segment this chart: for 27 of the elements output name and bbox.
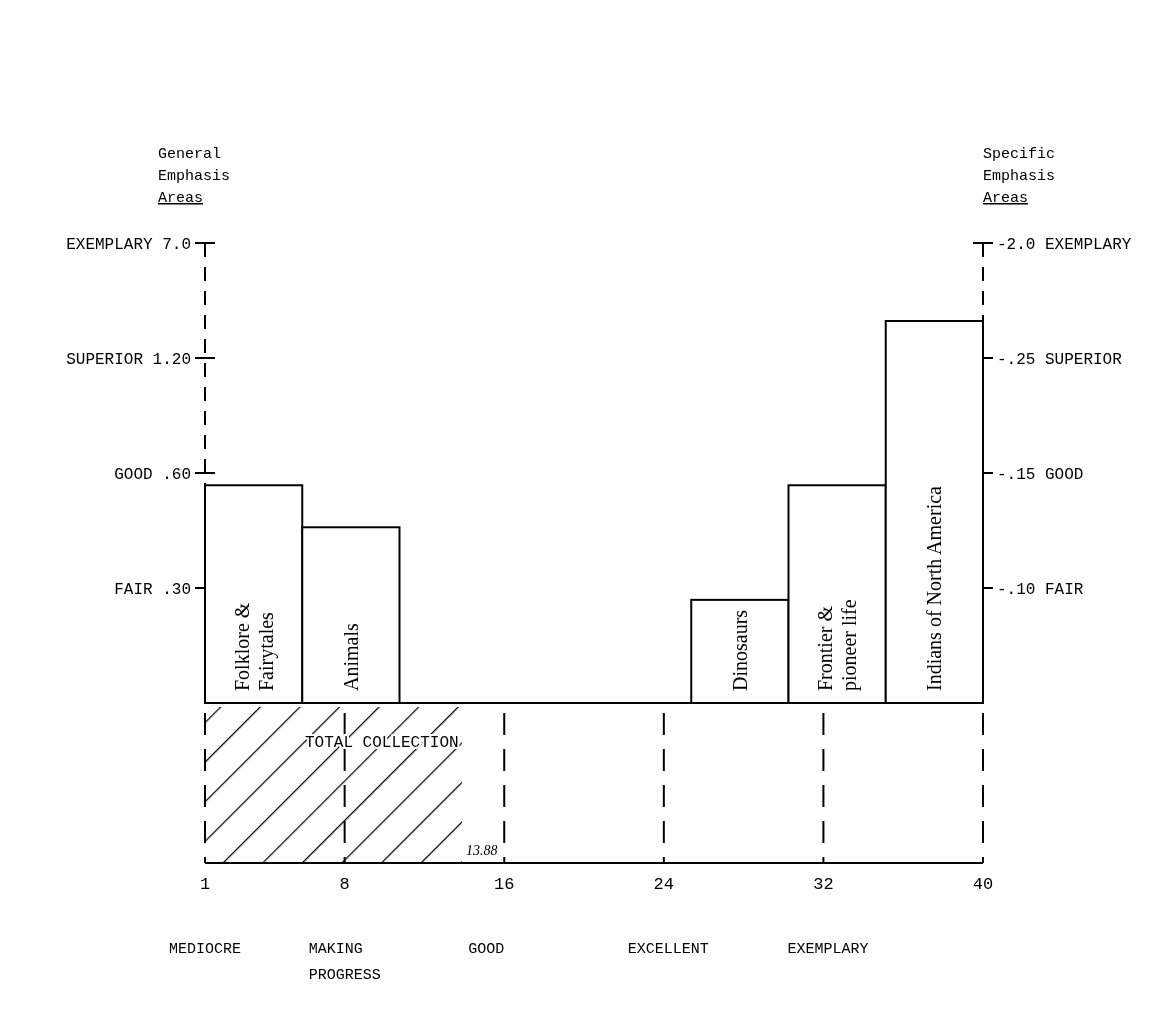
text: EXEMPLARY xyxy=(787,941,869,958)
text: -2.0 EXEMPLARY xyxy=(997,235,1132,254)
x-tick-label: 24 xyxy=(653,875,675,894)
x-tick-label: Folklore & Fairytales xyxy=(230,602,278,691)
text: -.25 SUPERIOR xyxy=(997,350,1123,369)
text: GOOD .60 xyxy=(114,465,191,484)
x-tick-label: Indians of North America xyxy=(923,485,946,691)
x-tick-label: 1 xyxy=(199,875,211,894)
text: MEDIOCRE xyxy=(169,941,242,958)
text: EXCELLENT xyxy=(627,941,709,958)
text: SUPERIOR 1.20 xyxy=(66,350,191,369)
text: EXEMPLARY 7.0 xyxy=(66,235,191,254)
x-tick-label: 16 xyxy=(494,875,515,894)
text: -.15 GOOD xyxy=(997,465,1084,484)
x-tick-label: Dinosaurs xyxy=(728,609,751,691)
text: GOOD xyxy=(468,941,505,958)
text: MAKING PROGRESS xyxy=(308,941,381,984)
text: FAIR .30 xyxy=(114,580,191,599)
y2-axis-title: Specific Emphasis Areas xyxy=(983,146,1056,207)
x-tick-label: Animals xyxy=(339,623,362,691)
x-tick-label: 8 xyxy=(339,875,350,894)
x-tick-label: 32 xyxy=(813,875,834,894)
x-tick-label: 40 xyxy=(972,875,994,894)
data-label: 13.88 xyxy=(465,843,498,858)
x-tick-label: Frontier & pioneer life xyxy=(814,599,862,691)
y-axis-title: General Emphasis Areas xyxy=(158,146,231,207)
text: -.10 FAIR xyxy=(997,580,1084,599)
